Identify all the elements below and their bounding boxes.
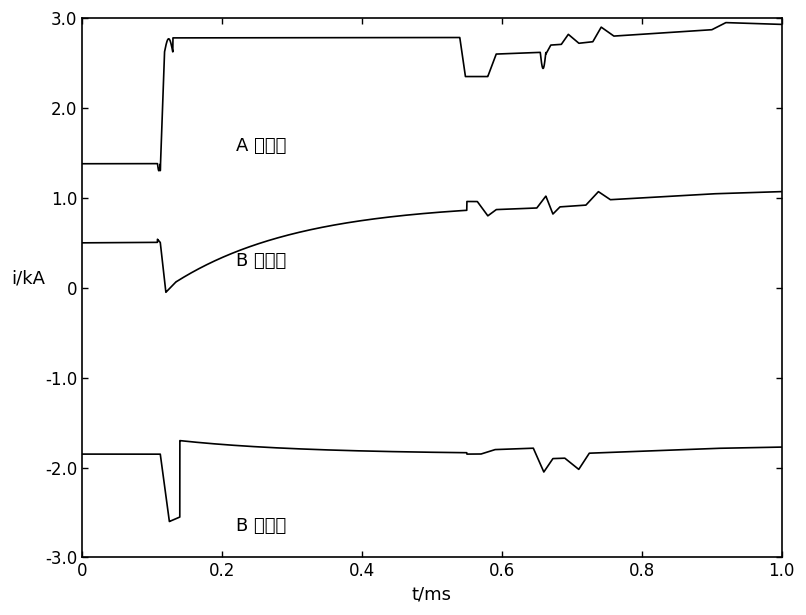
X-axis label: t/ms: t/ms bbox=[412, 586, 452, 604]
Text: B 相电流: B 相电流 bbox=[236, 252, 286, 270]
Y-axis label: i/kA: i/kA bbox=[11, 270, 45, 288]
Text: A 相电流: A 相电流 bbox=[236, 137, 286, 155]
Text: B 相电流: B 相电流 bbox=[236, 517, 286, 534]
